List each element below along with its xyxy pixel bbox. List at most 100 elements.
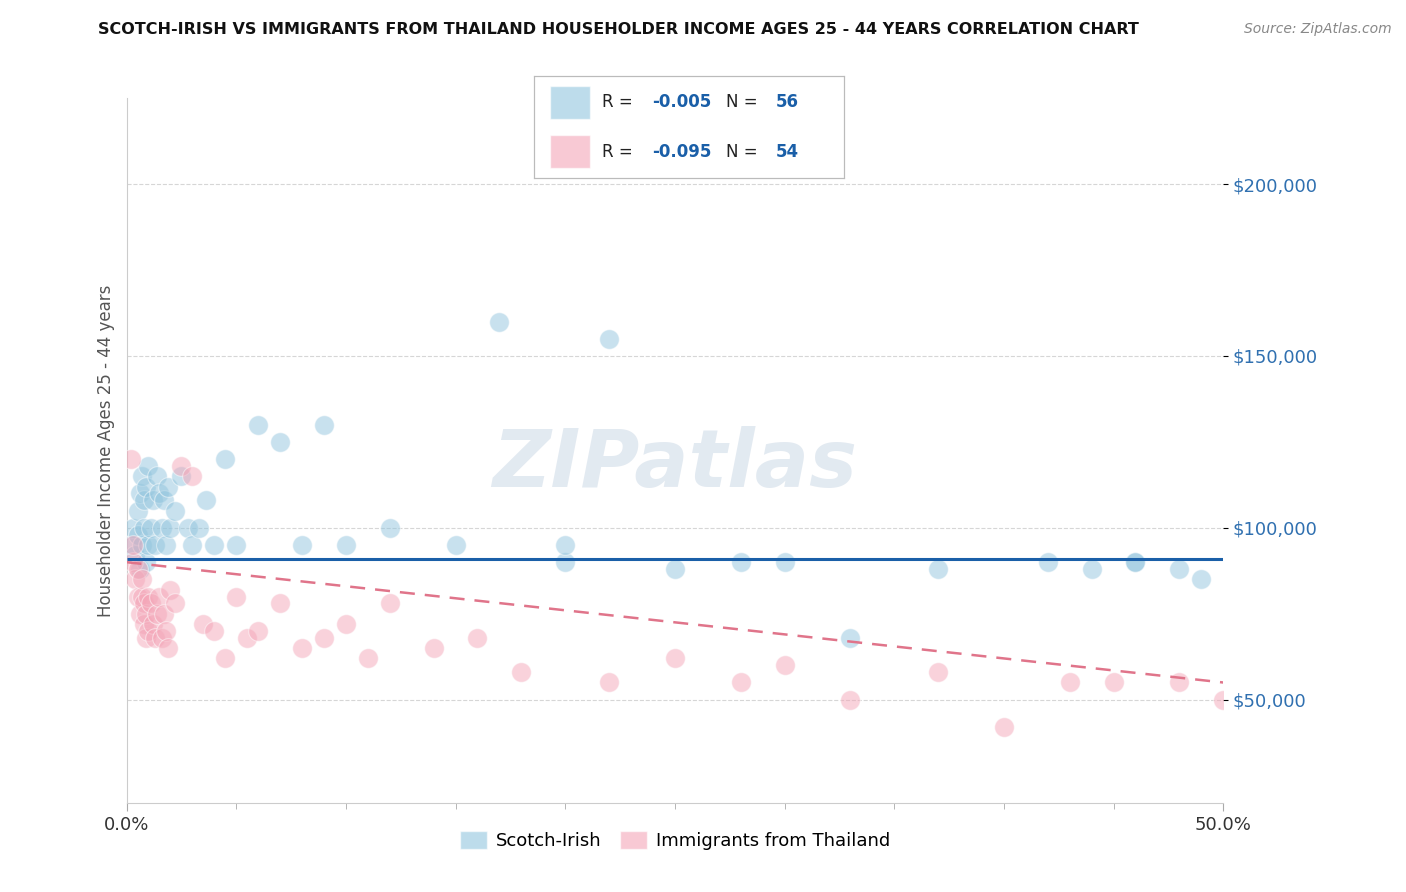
Point (927, 562, 949, 576)
Point (467, 631, 489, 645)
Point (135, 479, 157, 493)
Text: 54: 54 (776, 143, 799, 161)
Point (132, 617, 155, 632)
Point (124, 573, 146, 587)
Point (177, 521, 200, 535)
Point (131, 469, 153, 483)
Point (131, 590, 153, 604)
Point (664, 651, 686, 665)
Point (335, 538, 357, 552)
Point (598, 675, 620, 690)
Point (1168, 675, 1191, 690)
Point (730, 555, 752, 569)
Y-axis label: Householder Income Ages 25 - 44 years: Householder Income Ages 25 - 44 years (97, 285, 115, 616)
Point (124, 549, 146, 563)
Point (127, 590, 149, 604)
Legend: Scotch-Irish, Immigrants from Thailand: Scotch-Irish, Immigrants from Thailand (453, 823, 897, 857)
Point (146, 607, 169, 621)
Point (1036, 555, 1059, 569)
Text: -0.095: -0.095 (652, 143, 711, 161)
Point (730, 675, 752, 690)
Point (135, 555, 157, 569)
Point (357, 651, 380, 665)
Point (510, 665, 533, 680)
Point (148, 486, 170, 500)
Point (132, 596, 155, 610)
Point (132, 521, 155, 535)
Point (122, 555, 145, 569)
Point (155, 538, 177, 552)
Point (247, 624, 270, 638)
Point (131, 573, 153, 587)
Point (138, 590, 160, 604)
Point (138, 624, 160, 638)
Text: -0.005: -0.005 (652, 94, 711, 112)
Point (839, 692, 862, 706)
Point (554, 555, 576, 569)
Point (773, 658, 796, 673)
Point (138, 458, 160, 473)
Point (148, 590, 170, 604)
Text: Source: ZipAtlas.com: Source: ZipAtlas.com (1244, 22, 1392, 37)
Point (131, 538, 153, 552)
Point (150, 631, 173, 645)
Point (143, 538, 166, 552)
Text: ZIPatlas: ZIPatlas (492, 425, 858, 504)
Point (488, 314, 510, 328)
Point (202, 624, 225, 638)
Point (135, 607, 157, 621)
Point (664, 562, 686, 576)
Point (993, 720, 1015, 734)
Point (839, 631, 862, 645)
Point (163, 503, 186, 517)
Point (128, 486, 150, 500)
Point (193, 617, 215, 632)
Point (157, 641, 180, 656)
Text: 56: 56 (776, 94, 799, 112)
Point (181, 538, 204, 552)
Point (1189, 573, 1212, 587)
Text: N =: N = (725, 94, 763, 112)
Point (157, 479, 180, 493)
Point (142, 493, 165, 508)
Point (1080, 562, 1102, 576)
Text: R =: R = (602, 94, 638, 112)
Point (153, 607, 176, 621)
Point (335, 617, 357, 632)
Point (128, 607, 150, 621)
Point (291, 538, 314, 552)
Point (554, 538, 576, 552)
Point (122, 538, 145, 552)
Point (138, 538, 160, 552)
Text: SCOTCH-IRISH VS IMMIGRANTS FROM THAILAND HOUSEHOLDER INCOME AGES 25 - 44 YEARS C: SCOTCH-IRISH VS IMMIGRANTS FROM THAILAND… (98, 22, 1139, 37)
Point (444, 538, 467, 552)
Point (1212, 692, 1234, 706)
Point (163, 596, 186, 610)
Text: R =: R = (602, 143, 638, 161)
Point (135, 631, 157, 645)
Point (170, 458, 193, 473)
Point (214, 452, 236, 467)
Point (598, 332, 620, 346)
Point (139, 521, 162, 535)
Point (155, 624, 177, 638)
Point (1168, 562, 1191, 576)
Point (225, 538, 247, 552)
Point (127, 503, 149, 517)
Point (127, 562, 149, 576)
Point (146, 469, 169, 483)
Point (139, 596, 162, 610)
Point (132, 493, 155, 508)
Point (120, 538, 142, 552)
Point (225, 590, 247, 604)
Point (120, 452, 142, 467)
FancyBboxPatch shape (550, 87, 591, 119)
FancyBboxPatch shape (550, 136, 591, 168)
Point (247, 417, 270, 432)
Point (422, 641, 444, 656)
Point (1102, 675, 1125, 690)
Point (194, 493, 217, 508)
Point (153, 493, 176, 508)
Point (291, 641, 314, 656)
Point (214, 651, 236, 665)
